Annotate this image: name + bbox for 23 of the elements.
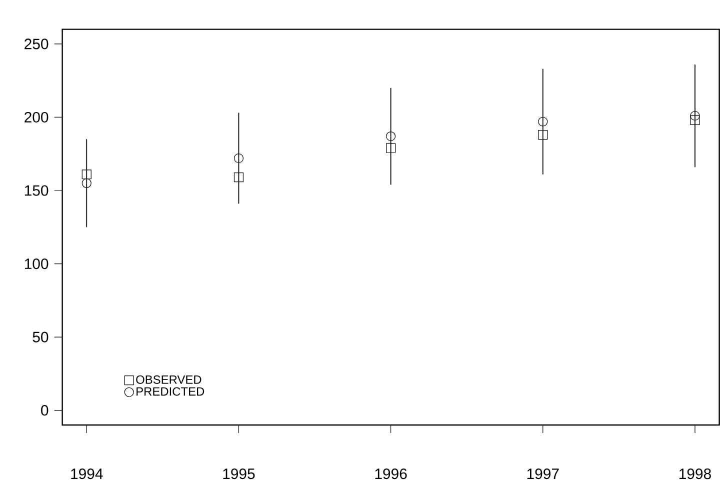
point — [690, 110, 700, 121]
point — [82, 178, 92, 188]
point — [538, 130, 548, 140]
x-tick-label: 1997 — [527, 468, 559, 480]
point — [234, 153, 244, 164]
x-tick-label: 1995 — [223, 468, 255, 480]
point — [386, 132, 396, 142]
point — [234, 172, 244, 182]
y-tick-label: 250 — [24, 38, 48, 50]
legend-label: OBSERVED — [136, 375, 202, 384]
point — [82, 170, 92, 180]
x-tick-label: 1998 — [679, 468, 711, 480]
point — [386, 143, 396, 153]
legend-label: PREDICTED — [136, 387, 204, 396]
y-tick-label: 200 — [24, 112, 48, 123]
x-tick-label: 1996 — [375, 468, 407, 480]
x-tick-label: 1994 — [71, 468, 103, 480]
y-tick-label: 0 — [41, 405, 48, 416]
point — [690, 115, 700, 125]
point — [538, 116, 548, 126]
y-tick-label: 150 — [24, 185, 48, 196]
y-tick-label: 50 — [32, 332, 48, 342]
y-tick-label: 100 — [24, 258, 48, 270]
